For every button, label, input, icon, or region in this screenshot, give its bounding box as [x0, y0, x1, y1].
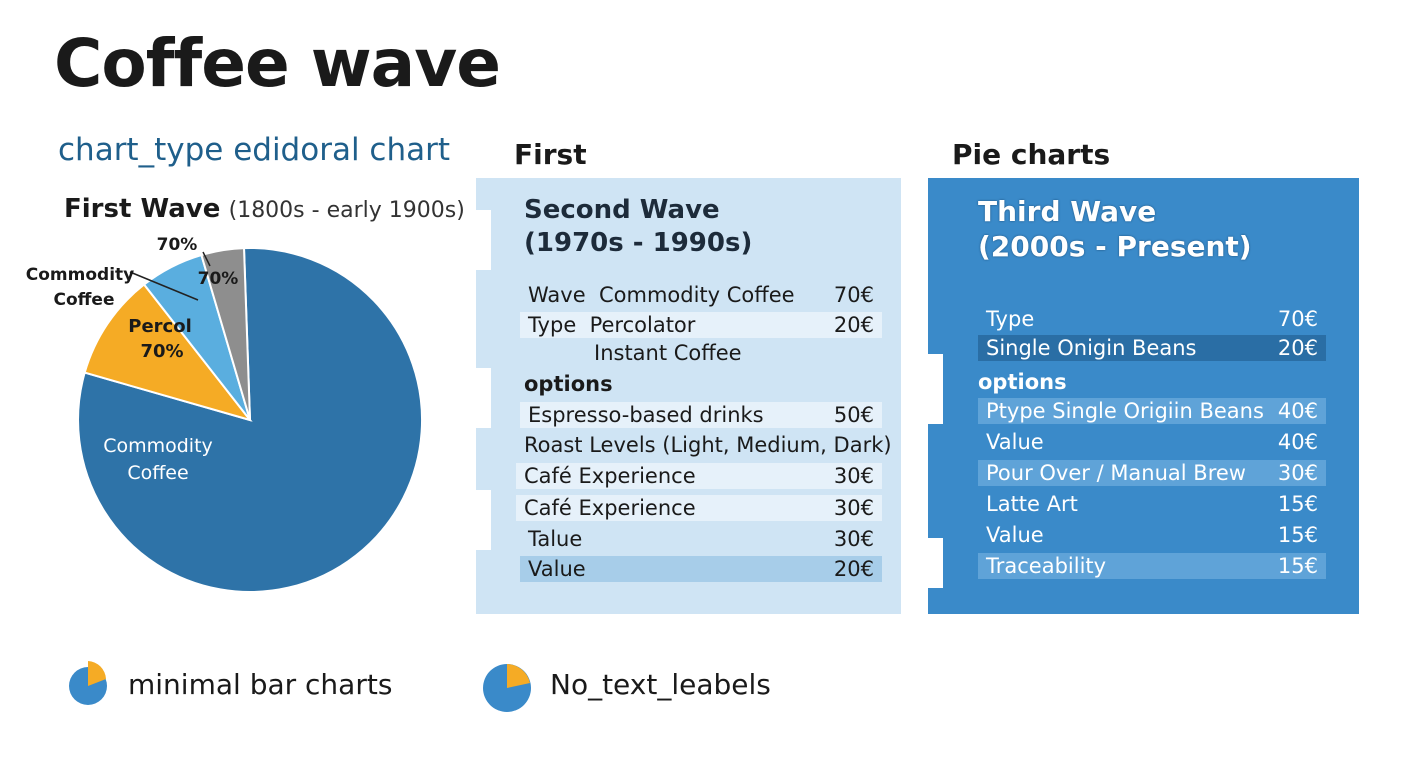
table-row: Value 15€: [978, 522, 1326, 548]
page-subtitle: chart_type edidoral chart: [58, 132, 450, 168]
row-label: Value: [986, 523, 1044, 547]
slice-label-blue-line2: Coffee: [127, 462, 188, 484]
row-label: Café Experience: [524, 496, 696, 520]
options-label: options: [524, 372, 613, 396]
pie-title-period: (1800s - early 1900s): [228, 198, 465, 223]
panel-notch: [927, 354, 943, 424]
table-row: Value 40€: [978, 429, 1326, 455]
third-wave-title: Third Wave (2000s - Present): [978, 194, 1252, 264]
row-label: Type Percolator: [528, 313, 696, 337]
row-label: Wave Commodity Coffee: [528, 283, 795, 307]
slice-label-gray-pct: 70%: [198, 269, 239, 289]
pie-charts-heading: Pie charts: [952, 138, 1111, 171]
row-label: Pour Over / Manual Brew: [986, 461, 1246, 485]
panel-notch: [475, 490, 491, 550]
legend-label: No_text_leabels: [550, 668, 771, 701]
slice-label-orange-pct: 70%: [140, 341, 183, 362]
row-label: Value: [986, 430, 1044, 454]
panel-notch: [475, 368, 491, 428]
row-value: 30€: [833, 464, 874, 488]
second-wave-title: Second Wave (1970s - 1990s): [524, 194, 752, 259]
row-label: Café Experience: [524, 464, 696, 488]
table-row: Café Experience 30€: [516, 463, 882, 489]
table-row: Value 20€: [520, 556, 882, 582]
pie-title: First Wave (1800s - early 1900s): [64, 194, 465, 224]
second-wave-title-line1: Second Wave: [524, 195, 720, 225]
callout-line-top: [202, 251, 211, 267]
row-label: Espresso-based drinks: [528, 403, 764, 427]
slice-label-top-pct: 70%: [157, 235, 198, 255]
row-value: 50€: [833, 403, 874, 427]
pie-slice-3: [200, 247, 251, 421]
slice-label-blue-line1: Commodity: [103, 435, 213, 457]
row-label: Latte Art: [986, 492, 1078, 516]
page-title: Coffee wave: [54, 25, 501, 102]
row-label: Talue: [528, 527, 583, 551]
first-heading: First: [514, 138, 587, 171]
row-label: Roast Levels (Light, Medium, Dark): [524, 433, 892, 457]
row-value: 20€: [1277, 336, 1318, 360]
third-wave-panel: Third Wave (2000s - Present) Type 70€ Si…: [927, 178, 1359, 614]
row-label: Type: [986, 307, 1035, 331]
panel-notch: [475, 210, 491, 270]
table-row: Type 70€: [978, 306, 1326, 332]
row-label: Ptype Single Origiin Beans: [986, 399, 1264, 423]
table-row: Single Onigin Beans 20€: [978, 335, 1326, 361]
second-wave-title-line2: (1970s - 1990s): [524, 227, 753, 258]
row-value: 40€: [1277, 399, 1318, 423]
row-value: 20€: [833, 313, 874, 337]
table-row: Latte Art 15€: [978, 491, 1326, 517]
row-value: 30€: [833, 527, 874, 551]
table-row: Espresso-based drinks 50€: [520, 402, 882, 428]
row-value: 15€: [1277, 554, 1318, 578]
mini-pie-icon: [69, 661, 107, 705]
row-label: Traceability: [986, 554, 1107, 578]
table-row: Ptype Single Origiin Beans 40€: [978, 398, 1326, 424]
table-row: Café Experience 30€: [516, 495, 882, 521]
pie-title-main: First Wave: [64, 194, 221, 224]
row-value: 20€: [833, 557, 874, 581]
table-row: Roast Levels (Light, Medium, Dark): [516, 432, 892, 458]
table-row: Pour Over / Manual Brew 30€: [978, 460, 1326, 486]
row-value: 15€: [1277, 492, 1318, 516]
table-row: Traceability 15€: [978, 553, 1326, 579]
panel-notch: [927, 538, 943, 588]
slice-label-orange: Percol: [128, 316, 191, 337]
row-value: 15€: [1277, 523, 1318, 547]
row-value: 40€: [1277, 430, 1318, 454]
table-row: Instant Coffee: [586, 340, 882, 366]
legend-item: minimal bar charts: [68, 658, 398, 714]
third-wave-title-line2: (2000s - Present): [978, 230, 1252, 263]
row-value: 30€: [833, 496, 874, 520]
row-value: 30€: [1277, 461, 1318, 485]
row-label: Value: [528, 557, 586, 581]
row-value: 70€: [1277, 307, 1318, 331]
mini-pie-icon: [483, 664, 531, 712]
legend-item: No_text_leabels: [482, 658, 782, 714]
first-wave-pie-chart: 70% 70% Commodity Coffee Percol 70% Comm…: [26, 235, 423, 593]
table-row: Type Percolator 20€: [520, 312, 882, 338]
callout-line: [129, 271, 199, 301]
options-label: options: [978, 370, 1067, 394]
second-wave-panel: Second Wave (1970s - 1990s) Wave Commodi…: [475, 178, 901, 614]
third-wave-title-line1: Third Wave: [978, 195, 1157, 228]
row-label: Single Onigin Beans: [986, 336, 1197, 360]
pie-slice-1: [83, 283, 253, 422]
callout-label-line1: Commodity: [26, 265, 134, 285]
table-row: Wave Commodity Coffee 70€: [520, 282, 882, 308]
table-row: Talue 30€: [520, 526, 882, 552]
legend-label: minimal bar charts: [128, 668, 393, 701]
callout-label-line2: Coffee: [54, 290, 115, 310]
row-value: 70€: [833, 283, 874, 307]
row-label: Instant Coffee: [594, 341, 742, 365]
